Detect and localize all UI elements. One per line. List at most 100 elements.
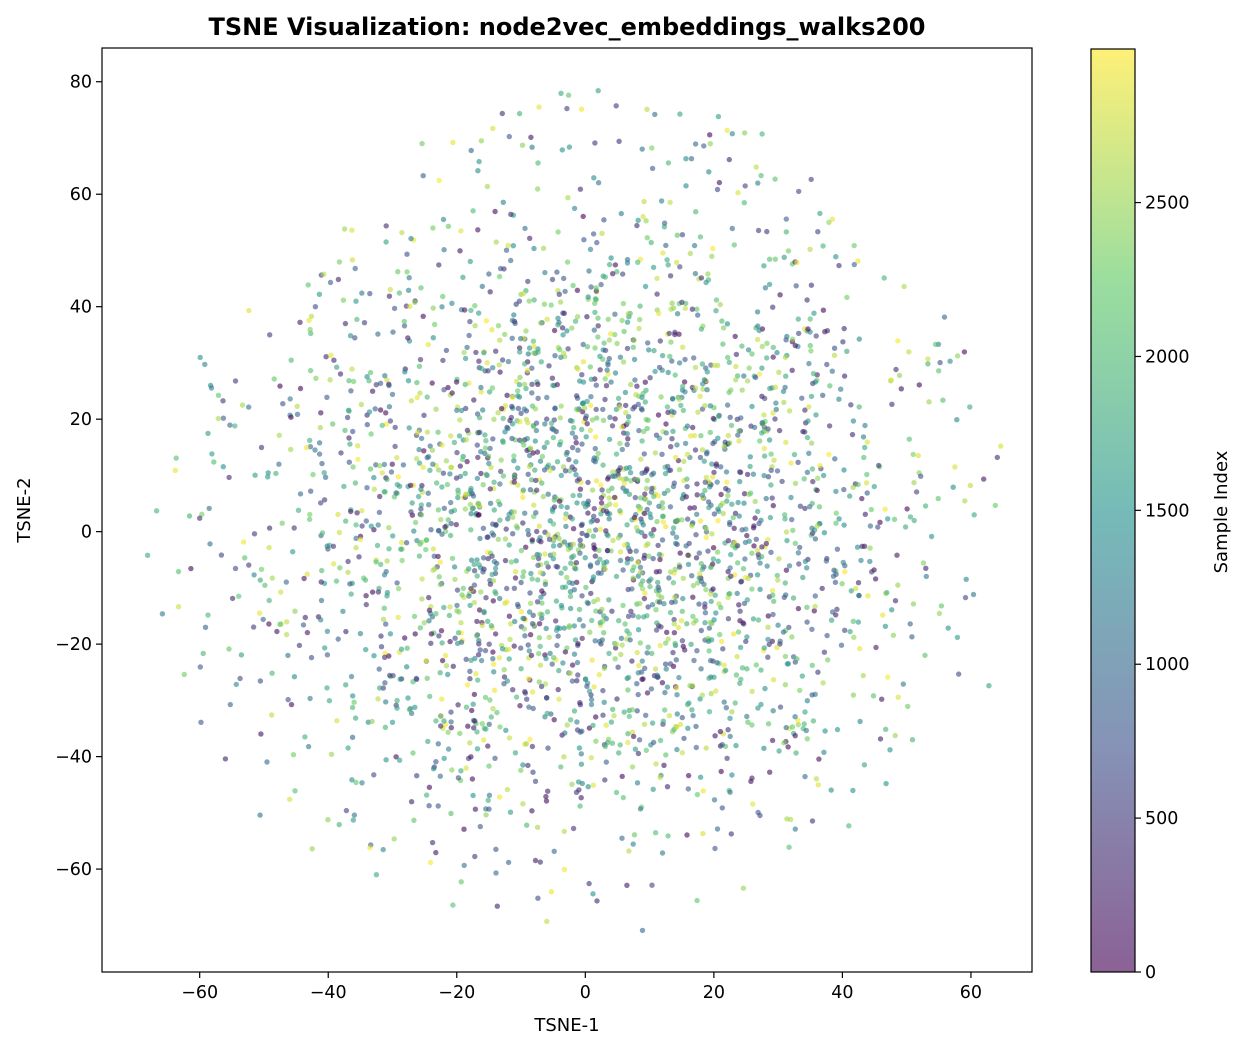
scatter-point (503, 526, 509, 532)
scatter-point (592, 345, 598, 351)
scatter-point (313, 375, 319, 381)
scatter-point (754, 336, 761, 343)
scatter-point (569, 662, 576, 668)
scatter-point (205, 430, 211, 437)
scatter-point (302, 734, 308, 740)
scatter-point (207, 541, 213, 547)
scatter-point (441, 247, 447, 253)
scatter-point (335, 511, 341, 518)
scatter-point (642, 379, 648, 385)
scatter-point (727, 733, 733, 740)
scatter-point (474, 475, 481, 482)
scatter-point (727, 414, 733, 420)
scatter-point (873, 644, 879, 651)
scatter-point (331, 561, 337, 567)
scatter-point (666, 330, 672, 337)
scatter-point (578, 795, 584, 801)
scatter-point (353, 298, 359, 304)
scatter-point (251, 531, 258, 537)
scatter-point (577, 803, 583, 809)
scatter-point (564, 574, 570, 581)
scatter-point (597, 556, 603, 562)
scatter-point (637, 569, 643, 576)
scatter-point (554, 269, 560, 275)
scatter-point (240, 539, 247, 545)
scatter-point (492, 565, 499, 572)
scatter-point (707, 429, 713, 436)
scatter-point (749, 351, 755, 357)
scatter-point (720, 646, 726, 652)
scatter-point (461, 349, 467, 356)
scatter-point (330, 421, 336, 427)
scatter-point (602, 274, 608, 280)
scatter-point (783, 439, 789, 446)
scatter-point (872, 576, 879, 582)
scatter-point (564, 328, 570, 334)
scatter-point (529, 390, 535, 396)
scatter-point (527, 736, 533, 743)
scatter-point (426, 784, 433, 790)
scatter-point (408, 235, 414, 242)
scatter-point (318, 617, 324, 623)
scatter-point (319, 530, 326, 536)
scatter-point (544, 710, 550, 716)
scatter-point (612, 262, 619, 268)
scatter-point (910, 601, 917, 607)
scatter-point (565, 92, 572, 98)
scatter-point (638, 406, 645, 412)
scatter-point (518, 609, 524, 615)
scatter-point (536, 650, 542, 657)
scatter-point (802, 429, 808, 435)
scatter-point (448, 464, 455, 470)
scatter-point (707, 132, 713, 138)
scatter-point (610, 469, 616, 475)
scatter-point (744, 532, 750, 539)
scatter-point (612, 370, 619, 376)
scatter-point (615, 395, 622, 402)
scatter-point (570, 526, 577, 532)
x-tick-label: −20 (438, 983, 475, 1003)
scatter-point (257, 678, 264, 684)
scatter-point (278, 621, 284, 627)
scatter-point (791, 451, 798, 458)
scatter-point (664, 684, 671, 690)
scatter-point (198, 719, 204, 725)
scatter-point (638, 456, 644, 462)
colorbar-tick-label: 1000 (1145, 655, 1190, 675)
scatter-point (482, 694, 489, 701)
scatter-point (372, 406, 378, 412)
scatter-point (327, 377, 333, 383)
scatter-point (529, 808, 535, 814)
scatter-point (287, 796, 293, 802)
scatter-point (246, 404, 252, 410)
scatter-point (383, 239, 389, 245)
scatter-point (954, 634, 961, 641)
scatter-point (588, 402, 594, 409)
scatter-point (645, 340, 651, 346)
scatter-point (755, 323, 761, 329)
scatter-point (218, 552, 225, 558)
scatter-point (485, 368, 491, 374)
scatter-point (765, 624, 771, 630)
scatter-point (807, 504, 813, 510)
scatter-point (226, 646, 232, 652)
scatter-point (685, 561, 692, 568)
scatter-point (789, 336, 796, 342)
scatter-point (390, 533, 396, 539)
scatter-point (490, 598, 496, 604)
scatter-point (600, 712, 606, 718)
scatter-point (579, 530, 585, 537)
scatter-point (657, 642, 663, 649)
scatter-point (394, 705, 400, 711)
scatter-point (504, 585, 510, 592)
scatter-point (684, 621, 690, 627)
scatter-point (531, 502, 537, 508)
scatter-point (587, 364, 593, 370)
scatter-point (675, 624, 682, 631)
scatter-point (613, 103, 619, 109)
scatter-point (153, 508, 160, 514)
scatter-point (814, 523, 820, 529)
scatter-point (733, 363, 739, 370)
scatter-point (374, 542, 381, 549)
scatter-point (577, 186, 584, 192)
